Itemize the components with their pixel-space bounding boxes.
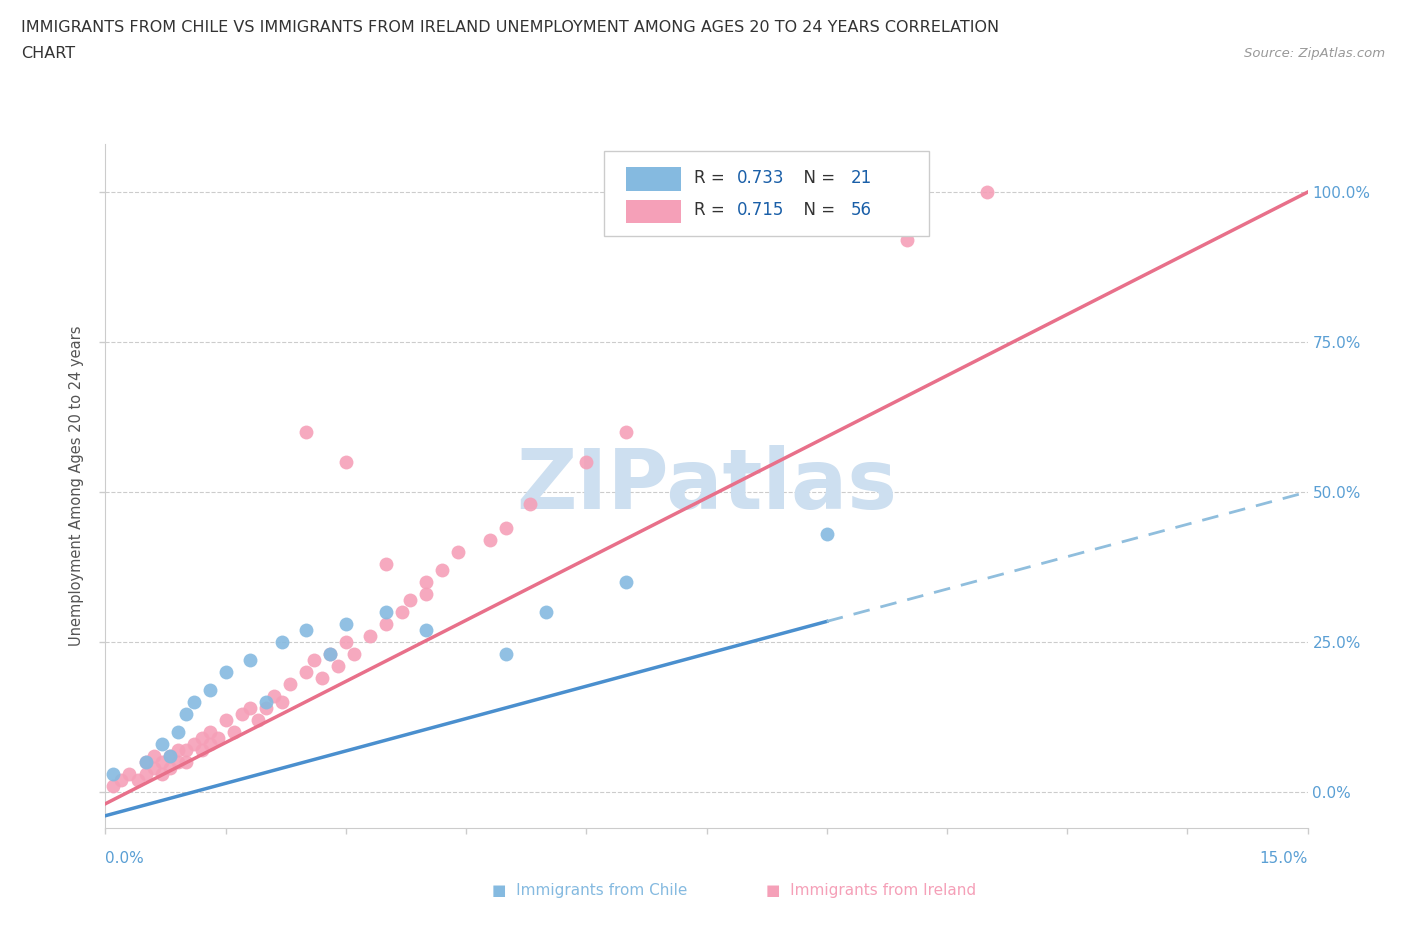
- Point: [815, 526, 838, 541]
- Point: [254, 700, 277, 715]
- Point: [166, 754, 188, 769]
- Point: [254, 695, 277, 710]
- Text: R =: R =: [695, 169, 731, 187]
- FancyBboxPatch shape: [605, 151, 929, 236]
- Point: [374, 556, 398, 571]
- Point: [616, 575, 638, 590]
- Point: [150, 754, 173, 769]
- Point: [896, 232, 918, 247]
- FancyBboxPatch shape: [626, 200, 682, 223]
- Point: [183, 737, 205, 751]
- Point: [142, 749, 165, 764]
- Text: N =: N =: [793, 169, 841, 187]
- Point: [174, 707, 197, 722]
- Point: [270, 695, 292, 710]
- Text: 21: 21: [851, 169, 872, 187]
- Point: [319, 646, 342, 661]
- Point: [159, 749, 181, 764]
- Point: [214, 712, 236, 727]
- Point: [295, 664, 318, 679]
- Point: [430, 563, 453, 578]
- Point: [135, 766, 157, 781]
- Point: [415, 587, 437, 602]
- Point: [447, 544, 470, 559]
- Point: [278, 676, 301, 691]
- Text: 0.733: 0.733: [737, 169, 785, 187]
- Point: [135, 754, 157, 769]
- Point: [198, 683, 221, 698]
- Point: [335, 634, 357, 649]
- Point: [374, 604, 398, 619]
- Text: 56: 56: [851, 202, 872, 219]
- Point: [198, 737, 221, 751]
- Point: [263, 688, 285, 703]
- Point: [110, 772, 132, 787]
- Point: [302, 652, 325, 667]
- Point: [103, 778, 125, 793]
- Point: [399, 592, 422, 607]
- Point: [495, 646, 517, 661]
- Text: 0.0%: 0.0%: [105, 851, 145, 866]
- Point: [207, 730, 229, 745]
- Point: [343, 646, 366, 661]
- Text: ZIPatlas: ZIPatlas: [516, 445, 897, 526]
- Text: Source: ZipAtlas.com: Source: ZipAtlas.com: [1244, 46, 1385, 60]
- Point: [534, 604, 557, 619]
- Point: [166, 724, 188, 739]
- Point: [479, 533, 502, 548]
- Point: [159, 761, 181, 776]
- Y-axis label: Unemployment Among Ages 20 to 24 years: Unemployment Among Ages 20 to 24 years: [69, 326, 84, 646]
- Point: [239, 700, 262, 715]
- Point: [575, 455, 598, 470]
- Point: [127, 772, 149, 787]
- Text: N =: N =: [793, 202, 841, 219]
- Point: [103, 766, 125, 781]
- Text: IMMIGRANTS FROM CHILE VS IMMIGRANTS FROM IRELAND UNEMPLOYMENT AMONG AGES 20 TO 2: IMMIGRANTS FROM CHILE VS IMMIGRANTS FROM…: [21, 20, 1000, 35]
- Point: [319, 646, 342, 661]
- Point: [495, 521, 517, 536]
- Point: [150, 737, 173, 751]
- Point: [246, 712, 269, 727]
- Point: [239, 652, 262, 667]
- Point: [976, 185, 998, 200]
- Text: 15.0%: 15.0%: [1260, 851, 1308, 866]
- Point: [166, 742, 188, 757]
- Point: [118, 766, 141, 781]
- Point: [183, 695, 205, 710]
- Point: [159, 749, 181, 764]
- Point: [335, 455, 357, 470]
- Point: [415, 575, 437, 590]
- Point: [214, 664, 236, 679]
- Point: [311, 671, 333, 685]
- Text: R =: R =: [695, 202, 731, 219]
- Point: [231, 707, 253, 722]
- Text: ■  Immigrants from Ireland: ■ Immigrants from Ireland: [766, 883, 976, 897]
- Point: [270, 634, 292, 649]
- Point: [415, 622, 437, 637]
- Point: [359, 629, 381, 644]
- Text: CHART: CHART: [21, 46, 75, 61]
- Text: 0.715: 0.715: [737, 202, 785, 219]
- Point: [190, 730, 212, 745]
- Point: [326, 658, 349, 673]
- Text: ■  Immigrants from Chile: ■ Immigrants from Chile: [492, 883, 688, 897]
- Point: [190, 742, 212, 757]
- Point: [519, 497, 541, 512]
- Point: [374, 617, 398, 631]
- Point: [174, 742, 197, 757]
- Point: [295, 424, 318, 439]
- Point: [150, 766, 173, 781]
- Point: [391, 604, 413, 619]
- Point: [335, 617, 357, 631]
- Point: [222, 724, 245, 739]
- FancyBboxPatch shape: [626, 167, 682, 191]
- Point: [616, 424, 638, 439]
- Point: [174, 754, 197, 769]
- Point: [295, 622, 318, 637]
- Point: [198, 724, 221, 739]
- Point: [135, 754, 157, 769]
- Point: [142, 761, 165, 776]
